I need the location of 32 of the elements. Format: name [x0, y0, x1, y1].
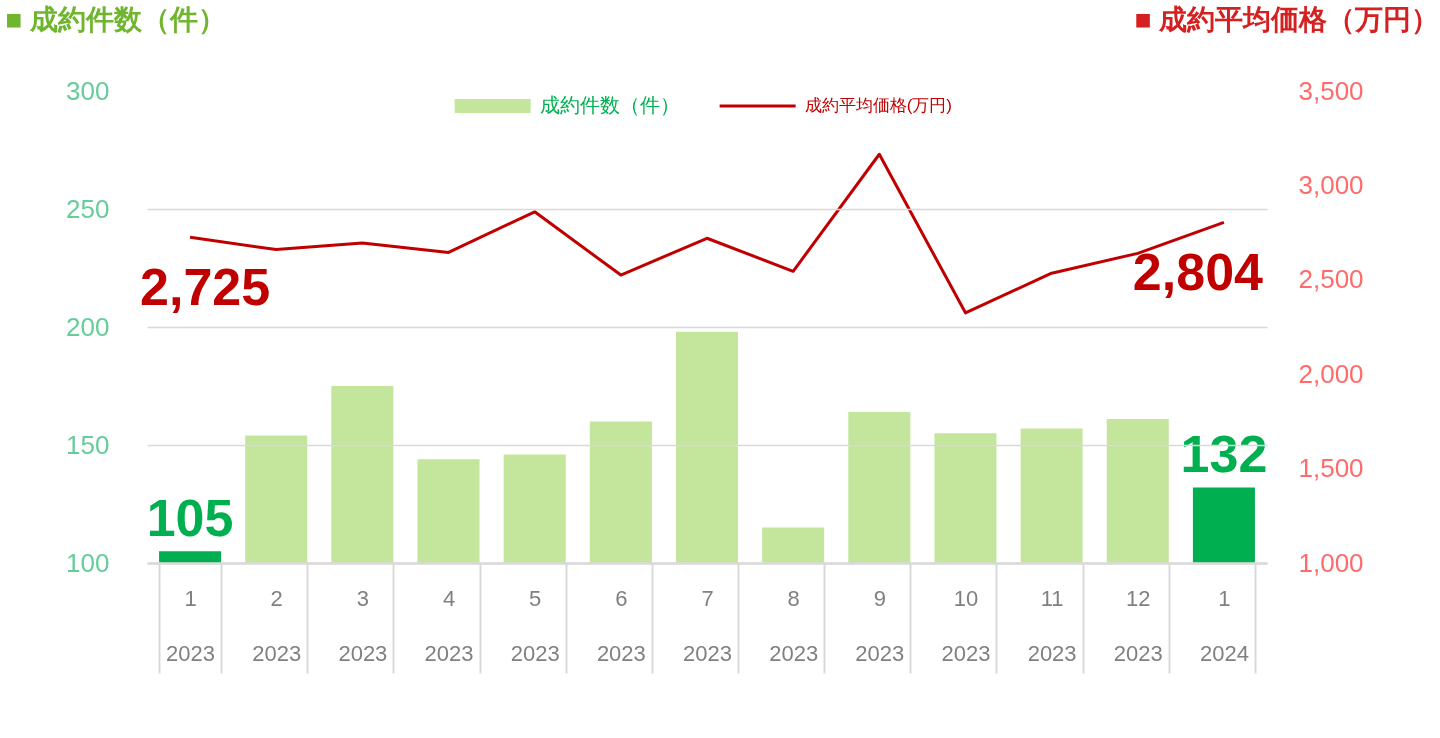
data-label: 105 — [146, 489, 234, 548]
y-axis-title: ■ 成約件数（件） — [5, 3, 227, 35]
category-label: 2 2023 — [252, 585, 302, 666]
y2-tick-label: 3,000 — [1298, 169, 1364, 200]
data-label: 2,804 — [1132, 243, 1264, 302]
legend-label: 成約件数（件） — [539, 94, 680, 116]
category-label: 8 2023 — [769, 585, 819, 666]
y-tick-label: 150 — [66, 429, 110, 460]
category-label: 7 2023 — [683, 585, 732, 666]
category-label: 5 2023 — [510, 585, 560, 666]
legend-label: 成約平均価格(万円) — [804, 96, 952, 115]
y-tick-label: 250 — [66, 193, 110, 224]
category-label: 1 2024 — [1199, 585, 1249, 666]
category-label: 3 2023 — [338, 585, 388, 666]
data-label: 132 — [1180, 425, 1268, 484]
category-label: 11 2023 — [1027, 585, 1077, 666]
category-label: 6 2023 — [596, 585, 646, 666]
y-tick-label: 200 — [66, 311, 110, 342]
category-label: 4 2023 — [424, 585, 474, 666]
y-tick-label: 100 — [66, 547, 110, 578]
category-label: 9 2023 — [855, 585, 905, 666]
y2-tick-label: 1,000 — [1298, 547, 1364, 578]
y2-tick-label: 2,500 — [1298, 264, 1364, 295]
y-tick-label: 300 — [66, 75, 110, 106]
category-label: 10 2023 — [941, 585, 991, 666]
y2-tick-label: 3,500 — [1298, 75, 1364, 106]
category-label: 1 2023 — [166, 585, 216, 666]
y2-tick-label: 2,000 — [1298, 358, 1364, 389]
y2-tick-label: 1,500 — [1298, 453, 1364, 484]
data-label: 2,725 — [140, 258, 271, 317]
y2-axis-title: ■ 成約平均価格（万円） — [1134, 3, 1440, 35]
category-label: 12 2023 — [1113, 585, 1163, 666]
